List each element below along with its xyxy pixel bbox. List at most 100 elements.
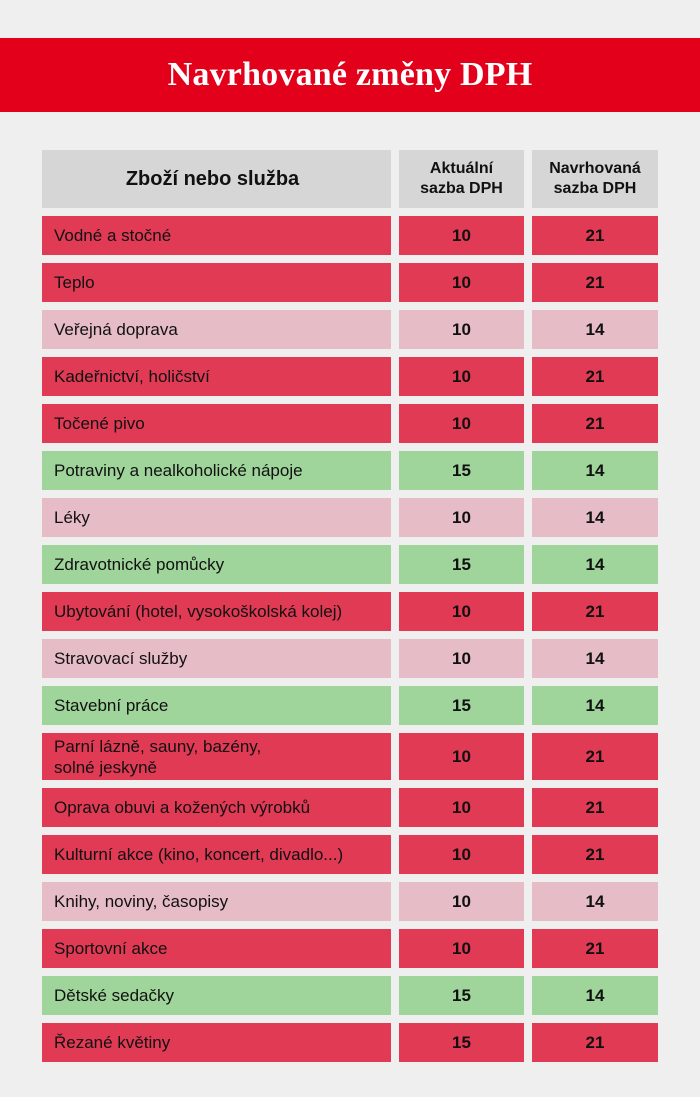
row-item-text: Stravovací služby <box>54 649 188 668</box>
row-proposed-rate-text: 21 <box>585 1033 605 1052</box>
row-proposed-rate-text: 21 <box>585 602 605 621</box>
row-item: Parní lázně, sauny, bazény, solné jeskyn… <box>42 733 391 780</box>
row-item-text: Vodné a stočné <box>54 226 172 245</box>
row-proposed-rate: 14 <box>532 545 658 584</box>
row-current-rate: 10 <box>399 216 524 255</box>
row-current-rate-text: 10 <box>452 508 471 527</box>
row-current-rate-text: 10 <box>452 939 471 958</box>
row-item-text: Zdravotnické pomůcky <box>54 555 225 574</box>
row-item: Ubytování (hotel, vysokoškolská kolej) <box>42 592 391 631</box>
row-current-rate-text: 10 <box>452 367 471 386</box>
row-current-rate-text: 10 <box>452 226 471 245</box>
row-item-text: Potraviny a nealkoholické nápoje <box>54 461 303 480</box>
row-item: Veřejná doprava <box>42 310 391 349</box>
row-proposed-rate-text: 14 <box>585 986 605 1005</box>
row-item: Knihy, noviny, časopisy <box>42 882 391 921</box>
row-proposed-rate: 21 <box>532 592 658 631</box>
row-item-text: Kulturní akce (kino, koncert, divadlo...… <box>54 845 344 864</box>
row-current-rate: 10 <box>399 357 524 396</box>
row-proposed-rate-text: 21 <box>585 798 605 817</box>
row-item-text: Oprava obuvi a kožených výrobků <box>54 798 311 817</box>
row-current-rate: 10 <box>399 592 524 631</box>
row-current-rate-text: 15 <box>452 696 471 715</box>
row-current-rate: 10 <box>399 835 524 874</box>
row-current-rate: 10 <box>399 733 524 780</box>
row-item: Potraviny a nealkoholické nápoje <box>42 451 391 490</box>
row-current-rate: 15 <box>399 545 524 584</box>
row-proposed-rate: 21 <box>532 216 658 255</box>
row-item: Vodné a stočné <box>42 216 391 255</box>
row-item-text: Stavební práce <box>54 696 169 715</box>
row-item-text: Knihy, noviny, časopisy <box>54 892 229 911</box>
row-proposed-rate-text: 14 <box>585 892 605 911</box>
row-proposed-rate-text: 21 <box>585 939 605 958</box>
row-proposed-rate: 14 <box>532 639 658 678</box>
row-proposed-rate: 14 <box>532 498 658 537</box>
row-item: Oprava obuvi a kožených výrobků <box>42 788 391 827</box>
row-item-text: Ubytování (hotel, vysokoškolská kolej) <box>54 602 343 621</box>
row-current-rate: 15 <box>399 686 524 725</box>
row-proposed-rate: 14 <box>532 451 658 490</box>
row-current-rate: 10 <box>399 404 524 443</box>
row-item: Teplo <box>42 263 391 302</box>
row-item-text: Točené pivo <box>54 414 145 433</box>
row-current-rate-text: 10 <box>452 649 471 668</box>
row-item: Sportovní akce <box>42 929 391 968</box>
row-item: Točené pivo <box>42 404 391 443</box>
row-item-text: Parní lázně, sauny, bazény, solné jeskyn… <box>54 736 262 777</box>
header-proposed-rate-label: Navrhovaná sazba DPH <box>549 160 641 197</box>
row-proposed-rate-text: 21 <box>585 273 605 292</box>
row-proposed-rate-text: 14 <box>585 320 605 339</box>
title-banner: Navrhované změny DPH <box>0 38 700 112</box>
row-item-text: Kadeřnictví, holičství <box>54 367 210 386</box>
row-proposed-rate: 14 <box>532 976 658 1015</box>
row-proposed-rate: 14 <box>532 686 658 725</box>
row-item-text: Sportovní akce <box>54 939 168 958</box>
row-proposed-rate: 21 <box>532 263 658 302</box>
row-current-rate-text: 10 <box>452 602 471 621</box>
row-proposed-rate-text: 21 <box>585 414 605 433</box>
row-proposed-rate-text: 21 <box>585 845 605 864</box>
header-item-label: Zboží nebo služba <box>125 167 300 190</box>
row-proposed-rate: 14 <box>532 310 658 349</box>
row-current-rate: 10 <box>399 788 524 827</box>
row-proposed-rate: 14 <box>532 882 658 921</box>
row-proposed-rate-text: 21 <box>585 747 605 766</box>
row-proposed-rate-text: 14 <box>585 649 605 668</box>
row-item: Řezané květiny <box>42 1023 391 1062</box>
row-proposed-rate: 21 <box>532 835 658 874</box>
row-current-rate-text: 15 <box>452 461 471 480</box>
row-item-text: Teplo <box>54 273 95 292</box>
row-item-text: Léky <box>54 508 90 527</box>
row-current-rate-text: 15 <box>452 555 471 574</box>
row-proposed-rate: 21 <box>532 929 658 968</box>
row-proposed-rate-text: 14 <box>585 461 605 480</box>
row-item: Stavební práce <box>42 686 391 725</box>
row-proposed-rate: 21 <box>532 788 658 827</box>
row-current-rate: 15 <box>399 976 524 1015</box>
row-item: Stravovací služby <box>42 639 391 678</box>
row-current-rate-text: 15 <box>452 986 471 1005</box>
row-current-rate-text: 10 <box>452 273 471 292</box>
row-current-rate-text: 10 <box>452 320 471 339</box>
row-proposed-rate-text: 14 <box>585 508 605 527</box>
row-current-rate-text: 10 <box>452 798 471 817</box>
row-proposed-rate: 21 <box>532 404 658 443</box>
header-proposed-rate: Navrhovaná sazba DPH <box>532 150 658 208</box>
row-current-rate: 10 <box>399 263 524 302</box>
row-proposed-rate-text: 14 <box>585 696 605 715</box>
row-proposed-rate: 21 <box>532 1023 658 1062</box>
row-item: Zdravotnické pomůcky <box>42 545 391 584</box>
row-proposed-rate-text: 14 <box>585 555 605 574</box>
row-current-rate: 15 <box>399 451 524 490</box>
row-current-rate-text: 10 <box>452 747 471 766</box>
header-item: Zboží nebo služba <box>42 150 391 208</box>
row-proposed-rate: 21 <box>532 733 658 780</box>
row-current-rate: 10 <box>399 498 524 537</box>
row-proposed-rate: 21 <box>532 357 658 396</box>
row-current-rate: 10 <box>399 639 524 678</box>
row-current-rate: 10 <box>399 882 524 921</box>
row-current-rate-text: 15 <box>452 1033 471 1052</box>
